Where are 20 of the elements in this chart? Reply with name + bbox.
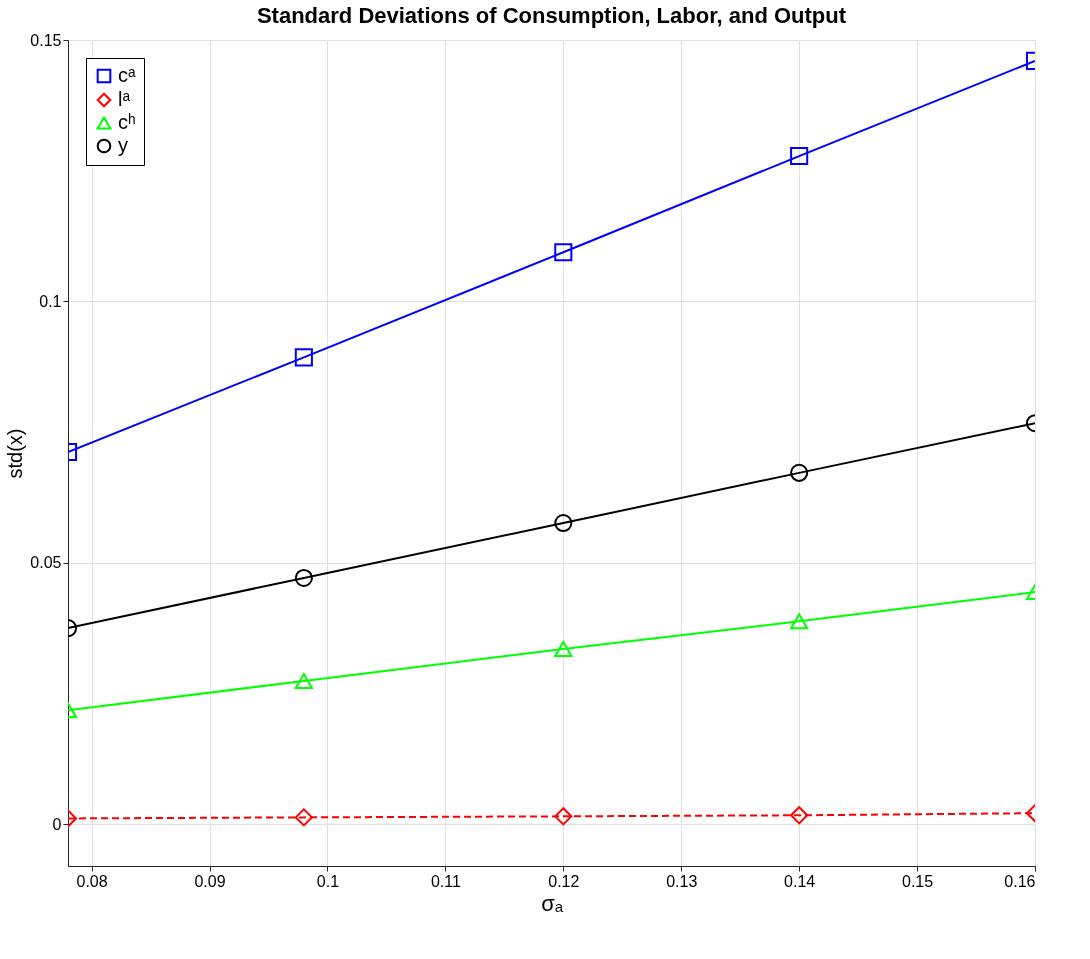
- legend-label: lᵃ: [118, 88, 131, 110]
- y-tick-label: 0.15: [30, 31, 62, 49]
- y-axis-title: std(x): [4, 428, 27, 479]
- x-tick-label: 0.08: [76, 872, 108, 890]
- chart-title: Standard Deviations of Consumption, Labor, and Output: [256, 3, 847, 28]
- legend-label: cʰ: [118, 111, 136, 133]
- x-axis-title: σₐ: [541, 890, 564, 916]
- legend-label: y: [118, 134, 128, 156]
- x-tick-label: 0.12: [548, 872, 580, 890]
- x-tick-label: 0.16: [1004, 872, 1036, 890]
- y-tick-label: 0: [52, 815, 62, 833]
- legend-label: cᵃ: [118, 64, 136, 86]
- x-tick-label: 0.11: [430, 872, 461, 890]
- y-tick-label: 0.1: [39, 292, 62, 310]
- x-tick-label: 0.14: [784, 872, 816, 890]
- x-tick-label: 0.09: [194, 872, 226, 890]
- x-tick-label: 0.1: [316, 872, 340, 890]
- x-tick-label: 0.13: [666, 872, 698, 890]
- x-tick-label: 0.15: [902, 872, 934, 890]
- y-tick-label: 0.05: [30, 554, 62, 572]
